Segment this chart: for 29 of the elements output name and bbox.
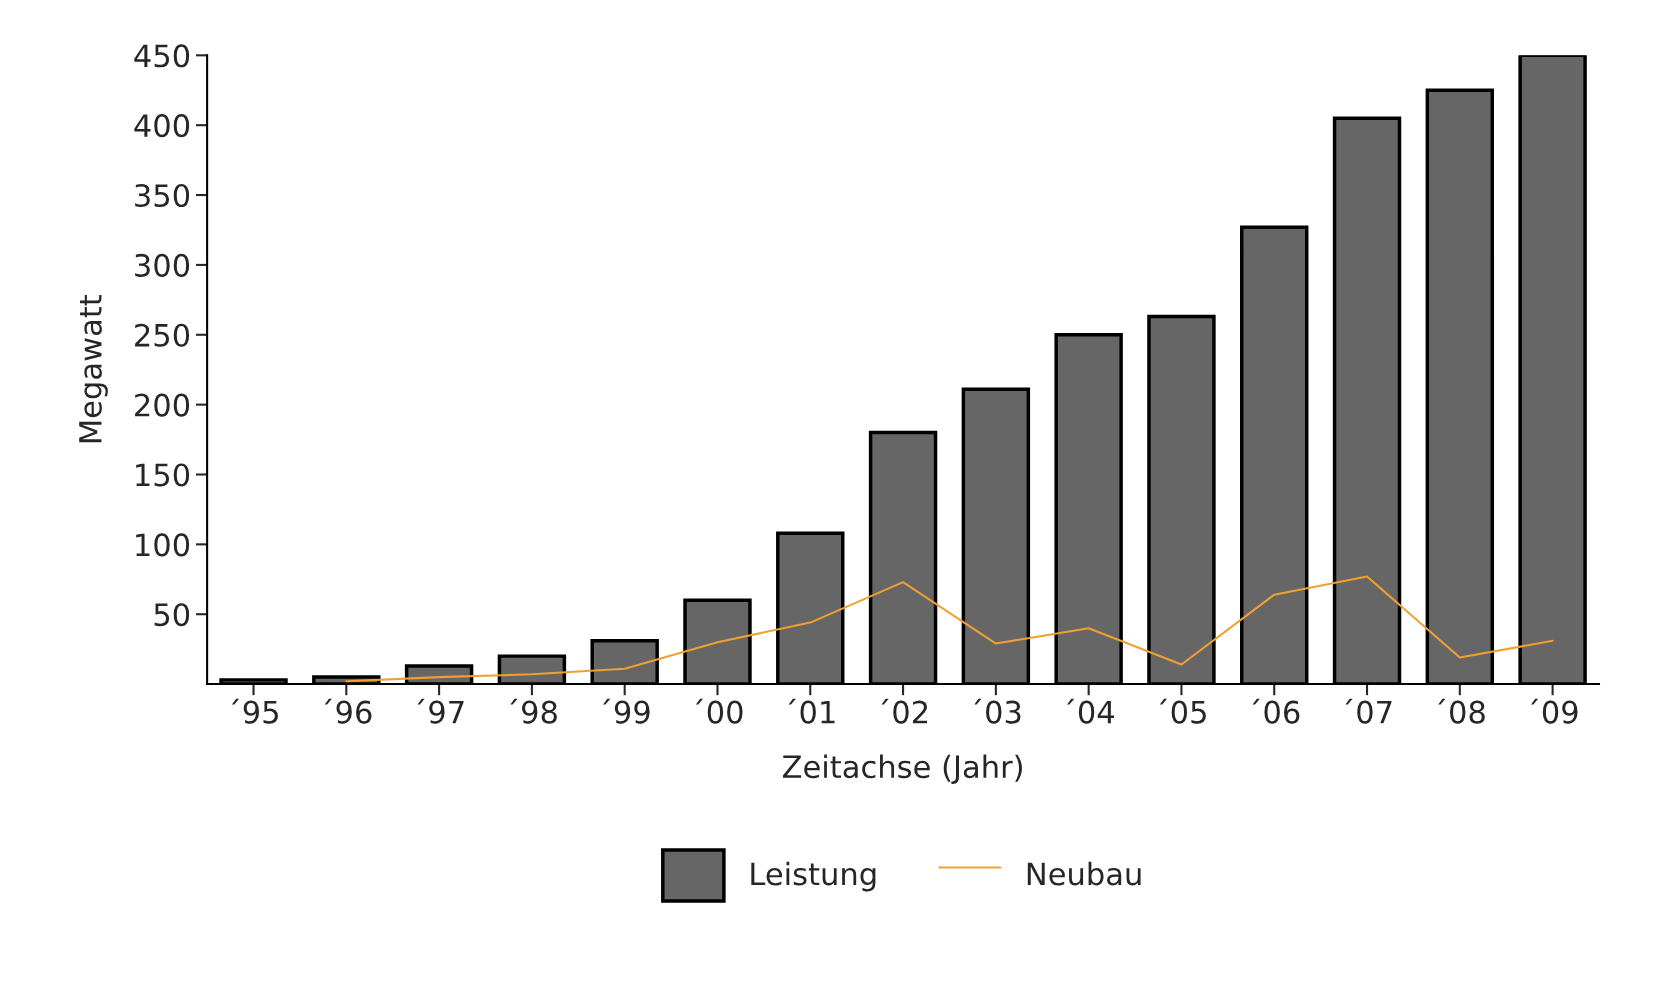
x-tick-label: ´07 [1345, 698, 1392, 724]
x-tick-label: ´02 [881, 698, 928, 724]
y-tick-label: 450 [134, 44, 190, 68]
y-tick-label: 250 [135, 323, 190, 347]
legend-label: Leistung [751, 861, 876, 892]
x-tick-label: ´95 [231, 698, 278, 724]
x-tick-label: ´96 [324, 698, 372, 724]
x-tick-label: ´00 [695, 698, 743, 724]
x-tick-label: ´03 [974, 698, 1021, 724]
y-tick-label: 400 [134, 114, 190, 138]
y-tick-label: 200 [135, 393, 190, 417]
x-tick-label: ´08 [1438, 698, 1485, 724]
x-axis-title: Zeitachse (Jahr) [782, 754, 1022, 784]
x-tick-label: ´97 [417, 698, 464, 724]
y-tick-label: 350 [135, 183, 190, 208]
legend-label: Neubau [1027, 861, 1141, 886]
x-tick-label: ´04 [1067, 698, 1115, 724]
x-tick-label: ´98 [510, 698, 557, 724]
y-axis-title: Megawatt [79, 294, 108, 443]
x-tick-label: ´99 [603, 698, 650, 724]
y-tick-label: 100 [136, 533, 190, 557]
x-tick-label: ´05 [1159, 698, 1206, 724]
y-tick-label: 50 [154, 603, 190, 627]
x-tick-label: ´09 [1531, 698, 1578, 724]
y-tick-label: 300 [135, 253, 190, 277]
x-tick-label: ´06 [1252, 698, 1300, 724]
y-tick-label: 150 [136, 463, 190, 487]
x-tick-label: ´01 [788, 698, 835, 724]
line-series [345, 575, 1554, 683]
